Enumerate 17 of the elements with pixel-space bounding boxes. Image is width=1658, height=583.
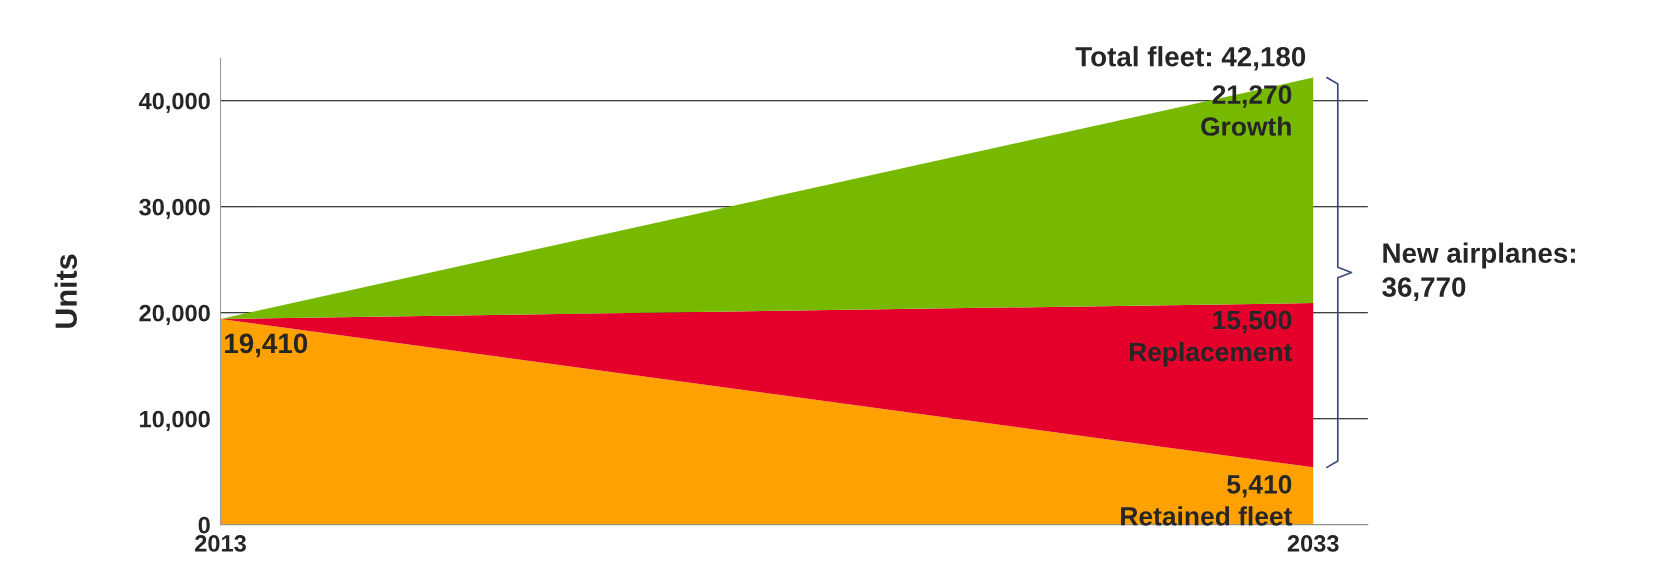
y-tick-label: 20,000 <box>139 304 210 325</box>
x-tick-label: 2033 <box>1287 535 1339 552</box>
y-tick-label: 30,000 <box>139 198 210 219</box>
data-label: 5,410 <box>1227 475 1292 498</box>
data-label: 21,270 <box>1212 85 1292 108</box>
series-label: Growth <box>1201 116 1291 136</box>
x-tick-label: 2013 <box>195 535 246 552</box>
annotation: Total fleet: 42,180 <box>1075 46 1306 71</box>
y-tick-label: 40,000 <box>138 92 210 113</box>
y-axis-title: Units <box>54 254 77 328</box>
data-label: 15,500 <box>1213 310 1292 334</box>
series-label: Retained fleet <box>1121 506 1293 526</box>
series-label: Replacement <box>1129 341 1293 367</box>
y-tick-label: 0 <box>198 516 210 534</box>
text: New airplanes: 36,770 <box>1382 242 1575 301</box>
data-label: 19,410 <box>225 333 308 358</box>
y-tick-label: 10,000 <box>140 410 210 431</box>
